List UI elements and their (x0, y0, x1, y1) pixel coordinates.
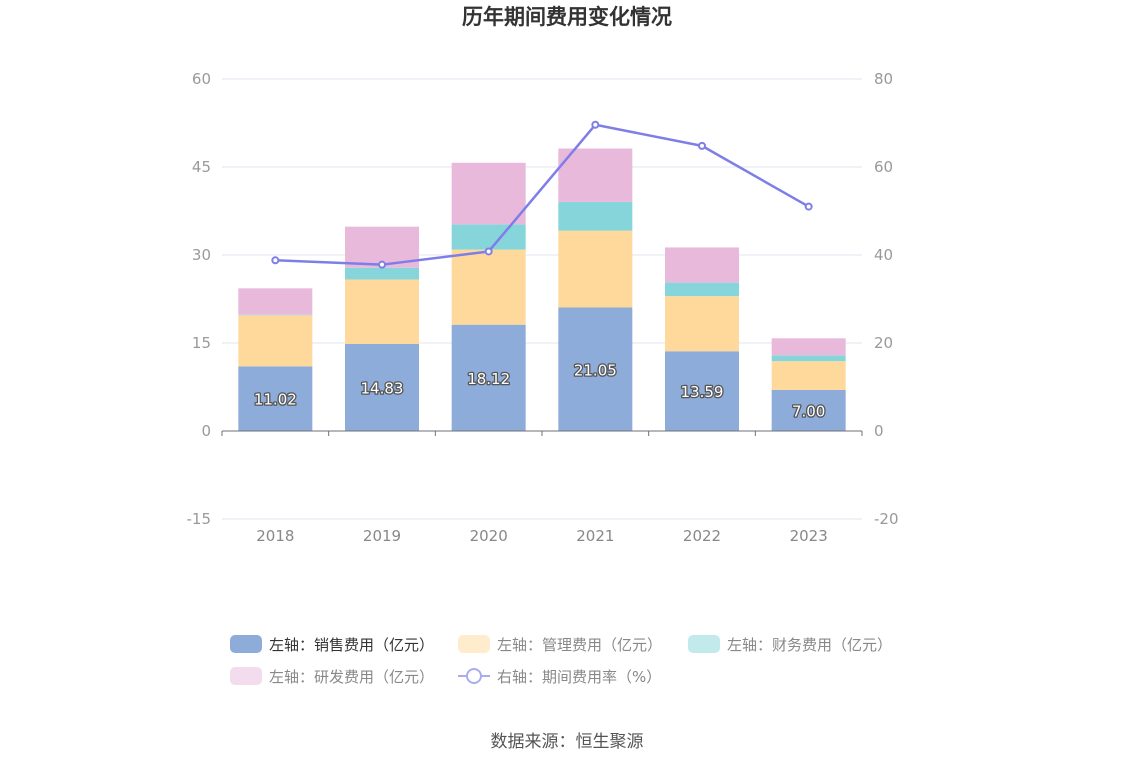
bar-segment (558, 230, 633, 308)
legend-label: 左轴：财务费用（亿元） (727, 636, 892, 654)
y-left-tick-label: 45 (192, 158, 211, 176)
bar-segment (771, 389, 846, 431)
bar-segment (345, 267, 419, 280)
y-left-tick-label: -15 (187, 510, 212, 528)
legend-item: 左轴：研发费用（亿元） (230, 667, 434, 686)
y-right-tick-label: 20 (874, 334, 893, 352)
rate-point (271, 256, 280, 265)
bar-segment (771, 355, 846, 362)
legend-label: 左轴：管理费用（亿元） (497, 636, 662, 654)
bar-segment (451, 162, 526, 225)
bar-segment (345, 343, 419, 431)
bar-segment (665, 282, 739, 297)
x-axis: 2018 2019 2020 2021 2022 2023 (221, 430, 863, 545)
bar-value-label: 13.59 (681, 383, 724, 401)
bars (238, 148, 846, 431)
y-right-tick-label: 60 (874, 158, 893, 176)
legend-label: 右轴：期间费用率（%） (497, 668, 661, 686)
y-left-tick-label: 0 (201, 422, 211, 440)
bar-segment (238, 288, 313, 315)
bar-segment (345, 279, 419, 344)
bar-value-label: 7.00 (792, 402, 825, 420)
bar-value-label: 11.02 (254, 391, 297, 409)
legend-item: 左轴：财务费用（亿元） (688, 635, 892, 654)
legend-swatch (230, 635, 262, 653)
data-source: 数据来源：恒生聚源 (491, 732, 644, 752)
bar-segment (451, 324, 526, 431)
bar-segment (238, 314, 313, 316)
bar-value-label: 14.83 (361, 379, 404, 397)
y-right-tick-label: -20 (874, 510, 899, 528)
x-tick-label: 2022 (683, 527, 721, 545)
legend-swatch (688, 635, 720, 653)
y-right-tick-label: 40 (874, 246, 893, 264)
legend-item: 左轴：销售费用（亿元） (230, 635, 434, 654)
rate-point (378, 260, 386, 269)
x-tick-label: 2018 (256, 527, 294, 545)
x-tick-label: 2019 (363, 527, 401, 545)
legend: 左轴：销售费用（亿元） 左轴：管理费用（亿元） 左轴：财务费用（亿元） 左轴：研发费用… (230, 635, 892, 686)
rate-point (591, 120, 600, 129)
bar-segment (665, 247, 739, 283)
x-tick-label: 2021 (576, 527, 614, 545)
y-right-tick-label: 0 (874, 422, 884, 440)
bar-segment (665, 296, 739, 352)
x-tick-label: 2020 (470, 527, 508, 545)
bar-segment (771, 338, 846, 356)
rate-point (484, 247, 493, 256)
bar-segment (238, 315, 313, 367)
x-tick-label: 2023 (790, 527, 828, 545)
y-left-tick-label: 60 (192, 70, 211, 88)
bar-segment (771, 361, 846, 390)
chart-title: 历年期间费用变化情况 (462, 5, 672, 29)
rate-point (804, 202, 813, 211)
y-right-tick-label: 80 (874, 70, 893, 88)
bar-segment (558, 148, 633, 202)
bar-labels: 11.02 14.83 18.12 21.05 13.59 7.00 (253, 360, 827, 422)
y-axis-right: 80 60 40 20 0 -20 (874, 70, 899, 528)
legend-swatch (458, 635, 490, 653)
y-axis-left: 60 45 30 15 0 -15 (187, 70, 212, 528)
legend-swatch (230, 667, 262, 685)
legend-item: 右轴：期间费用率（%） (458, 668, 661, 686)
bar-value-label: 18.12 (467, 370, 510, 388)
bar-segment (558, 307, 633, 431)
bar-segment (558, 201, 633, 231)
rate-point (698, 141, 706, 150)
bar-segment (665, 351, 739, 431)
rate-line-path (275, 123, 810, 266)
legend-circle-icon (466, 668, 482, 684)
y-left-tick-label: 30 (192, 246, 211, 264)
rate-line (271, 120, 813, 269)
legend-item: 左轴：管理费用（亿元） (458, 635, 662, 654)
bar-value-label: 21.05 (574, 361, 617, 379)
bar-segment (451, 249, 526, 325)
bar-segment (238, 366, 313, 431)
bar-segment (451, 224, 526, 250)
grid (222, 78, 862, 520)
legend-label: 左轴：研发费用（亿元） (269, 668, 434, 686)
legend-label: 左轴：销售费用（亿元） (269, 636, 434, 654)
y-left-tick-label: 15 (192, 334, 211, 352)
